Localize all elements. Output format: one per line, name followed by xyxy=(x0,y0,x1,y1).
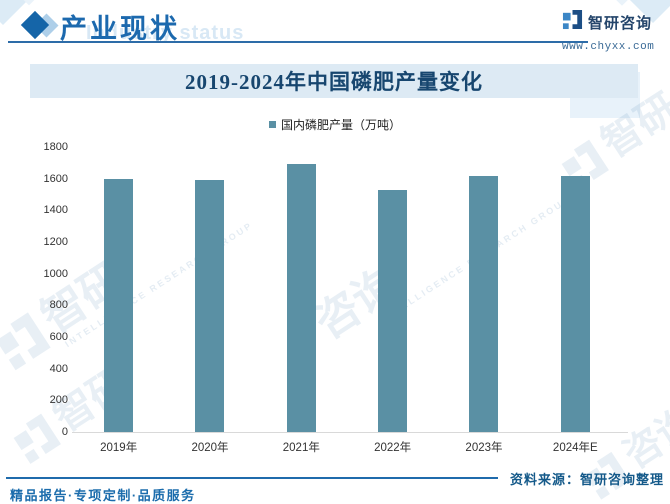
y-tick-label: 1000 xyxy=(43,267,68,280)
header: 产业现状 智研咨询 www.chyxx.com xyxy=(0,0,670,56)
y-tick-label: 800 xyxy=(49,299,68,312)
brand-name: 智研咨询 xyxy=(588,14,653,32)
brand-logo-icon xyxy=(562,9,583,35)
y-tick-label: 400 xyxy=(49,362,68,375)
brand-website-link[interactable]: www.chyxx.com xyxy=(562,41,655,53)
legend-label: 国内磷肥产量（万吨） xyxy=(280,117,401,132)
bar-2021年 xyxy=(286,164,316,432)
y-axis: 0 200 400 600 800 1000 1200 1400 1600 1800 xyxy=(18,141,68,438)
bar-column xyxy=(347,147,438,432)
y-tick-label: 200 xyxy=(49,394,68,407)
y-tick-label: 1400 xyxy=(43,204,68,217)
x-axis-line xyxy=(72,432,628,433)
x-tick-label: 2019年 xyxy=(100,442,138,454)
header-divider xyxy=(8,41,588,43)
diamond-icon xyxy=(20,10,64,41)
chart-title: 2019-2024年中国磷肥产量变化 xyxy=(185,70,483,94)
plot-area xyxy=(73,147,621,432)
chart-title-banner: 2019-2024年中国磷肥产量变化 xyxy=(30,64,638,98)
x-tick-label: 2020年 xyxy=(191,442,229,454)
bar-column xyxy=(438,147,529,432)
x-axis: 2019年 2020年 2021年 2022年 2023年 2024年E xyxy=(73,439,621,455)
bar-2024年E xyxy=(560,175,590,432)
y-tick-label: 600 xyxy=(49,331,68,343)
x-tick-label: 2021年 xyxy=(282,442,320,454)
legend-marker xyxy=(268,120,276,128)
bar-2023年 xyxy=(469,175,499,432)
y-tick-label: 1600 xyxy=(43,172,68,185)
y-tick-label: 0 xyxy=(61,426,68,438)
bar-column xyxy=(256,147,347,432)
x-tick-label: 2023年 xyxy=(465,442,503,454)
source-divider xyxy=(6,477,498,479)
bar-2020年 xyxy=(195,180,225,432)
chart-legend: 国内磷肥产量（万吨） xyxy=(0,116,670,132)
bar-column xyxy=(73,147,164,432)
source-note: 资料来源：智研咨询整理 xyxy=(509,472,664,487)
x-tick-label: 2022年 xyxy=(374,442,412,454)
footer-slogan: 精品报告·专项定制·品质服务 xyxy=(10,488,196,503)
page-title: 产业现状 xyxy=(60,14,180,44)
bar-2022年 xyxy=(378,189,408,432)
bar-column xyxy=(164,147,255,432)
brand-block: 智研咨询 www.chyxx.com xyxy=(562,9,662,53)
y-tick-label: 1800 xyxy=(43,141,68,153)
bar-column xyxy=(530,147,621,432)
bar-2019年 xyxy=(104,178,134,432)
x-tick-label: 2024年E xyxy=(552,442,598,454)
y-tick-label: 1200 xyxy=(43,236,68,248)
